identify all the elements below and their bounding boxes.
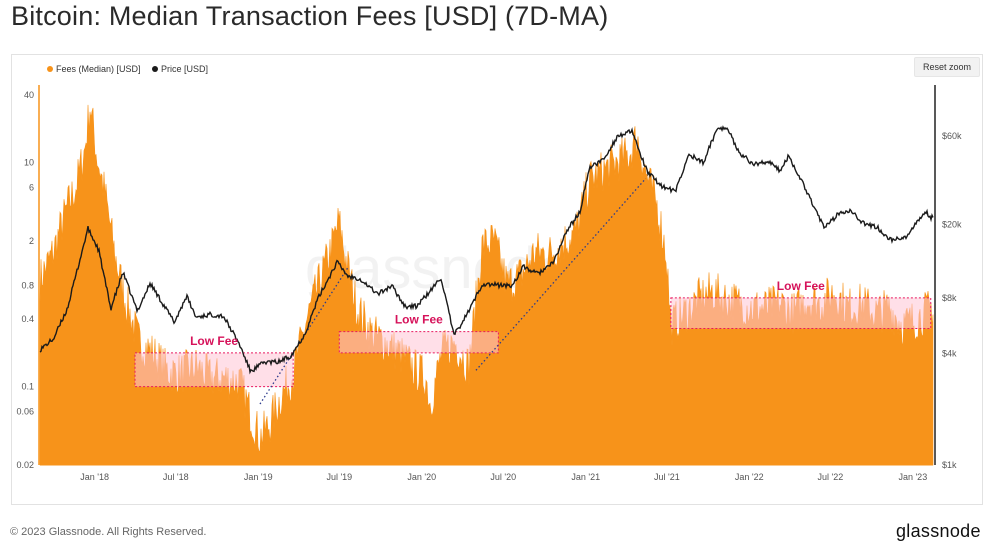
y-left-tick-label: 0.06 bbox=[16, 407, 34, 417]
price-line bbox=[39, 125, 934, 375]
low-fee-box bbox=[134, 352, 294, 388]
legend-label-price: Price [USD] bbox=[161, 64, 208, 74]
page-title: Bitcoin: Median Transaction Fees [USD] (… bbox=[11, 1, 609, 31]
x-tick-label: Jul '18 bbox=[163, 472, 189, 482]
legend: Fees (Median) [USD] Price [USD] bbox=[47, 64, 208, 74]
x-tick-label: Jul '20 bbox=[490, 472, 516, 482]
y-left-tick-label: 0.4 bbox=[21, 314, 34, 324]
legend-marker-fees bbox=[47, 66, 53, 72]
y-right-tick-label: $60k bbox=[942, 131, 962, 141]
x-tick-label: Jan '21 bbox=[571, 472, 600, 482]
y-left-tick-label: 0.02 bbox=[16, 460, 34, 470]
axes: 40 10 6 2 0.8 0.4 0.1 0.06 0.02 $60k $20k $8k $4k $1k… bbox=[16, 85, 962, 482]
legend-marker-price bbox=[152, 66, 158, 72]
y-left-tick-label: 0.1 bbox=[21, 382, 34, 392]
annotation-boxes bbox=[134, 297, 932, 388]
low-fee-label: Low Fee bbox=[190, 334, 238, 348]
brand-logo: glassnode bbox=[896, 521, 981, 541]
y-right-tick-label: $1k bbox=[942, 460, 957, 470]
x-tick-label: Jan '18 bbox=[80, 472, 109, 482]
y-right-tick-label: $8k bbox=[942, 293, 957, 303]
reset-zoom-button[interactable]: Reset zoom bbox=[914, 57, 980, 77]
y-left-tick-label: 2 bbox=[29, 236, 34, 246]
trendline bbox=[475, 178, 647, 371]
copyright-text: © 2023 Glassnode. All Rights Reserved. bbox=[10, 526, 207, 538]
x-tick-label: Jul '19 bbox=[326, 472, 352, 482]
y-left-tick-label: 10 bbox=[24, 157, 34, 167]
y-right-tick-label: $4k bbox=[942, 349, 957, 359]
y-left-tick-label: 0.8 bbox=[21, 280, 34, 290]
x-tick-label: Jan '22 bbox=[735, 472, 764, 482]
low-fee-box bbox=[338, 331, 499, 354]
low-fee-label: Low Fee bbox=[395, 313, 443, 327]
y-right-tick-label: $20k bbox=[942, 219, 962, 229]
x-tick-label: Jan '19 bbox=[244, 472, 273, 482]
legend-label-fees: Fees (Median) [USD] bbox=[56, 64, 141, 74]
x-tick-label: Jul '22 bbox=[818, 472, 844, 482]
annotation-labels: Low Fee Low Fee Low Fee bbox=[190, 279, 825, 348]
x-tick-label: Jan '20 bbox=[407, 472, 436, 482]
y-left-tick-label: 6 bbox=[29, 182, 34, 192]
x-tick-label: Jan '23 bbox=[898, 472, 927, 482]
low-fee-box bbox=[670, 297, 932, 330]
price-series bbox=[39, 125, 934, 375]
x-tick-label: Jul '21 bbox=[654, 472, 680, 482]
y-left-tick-label: 40 bbox=[24, 90, 34, 100]
low-fee-label: Low Fee bbox=[777, 279, 825, 293]
